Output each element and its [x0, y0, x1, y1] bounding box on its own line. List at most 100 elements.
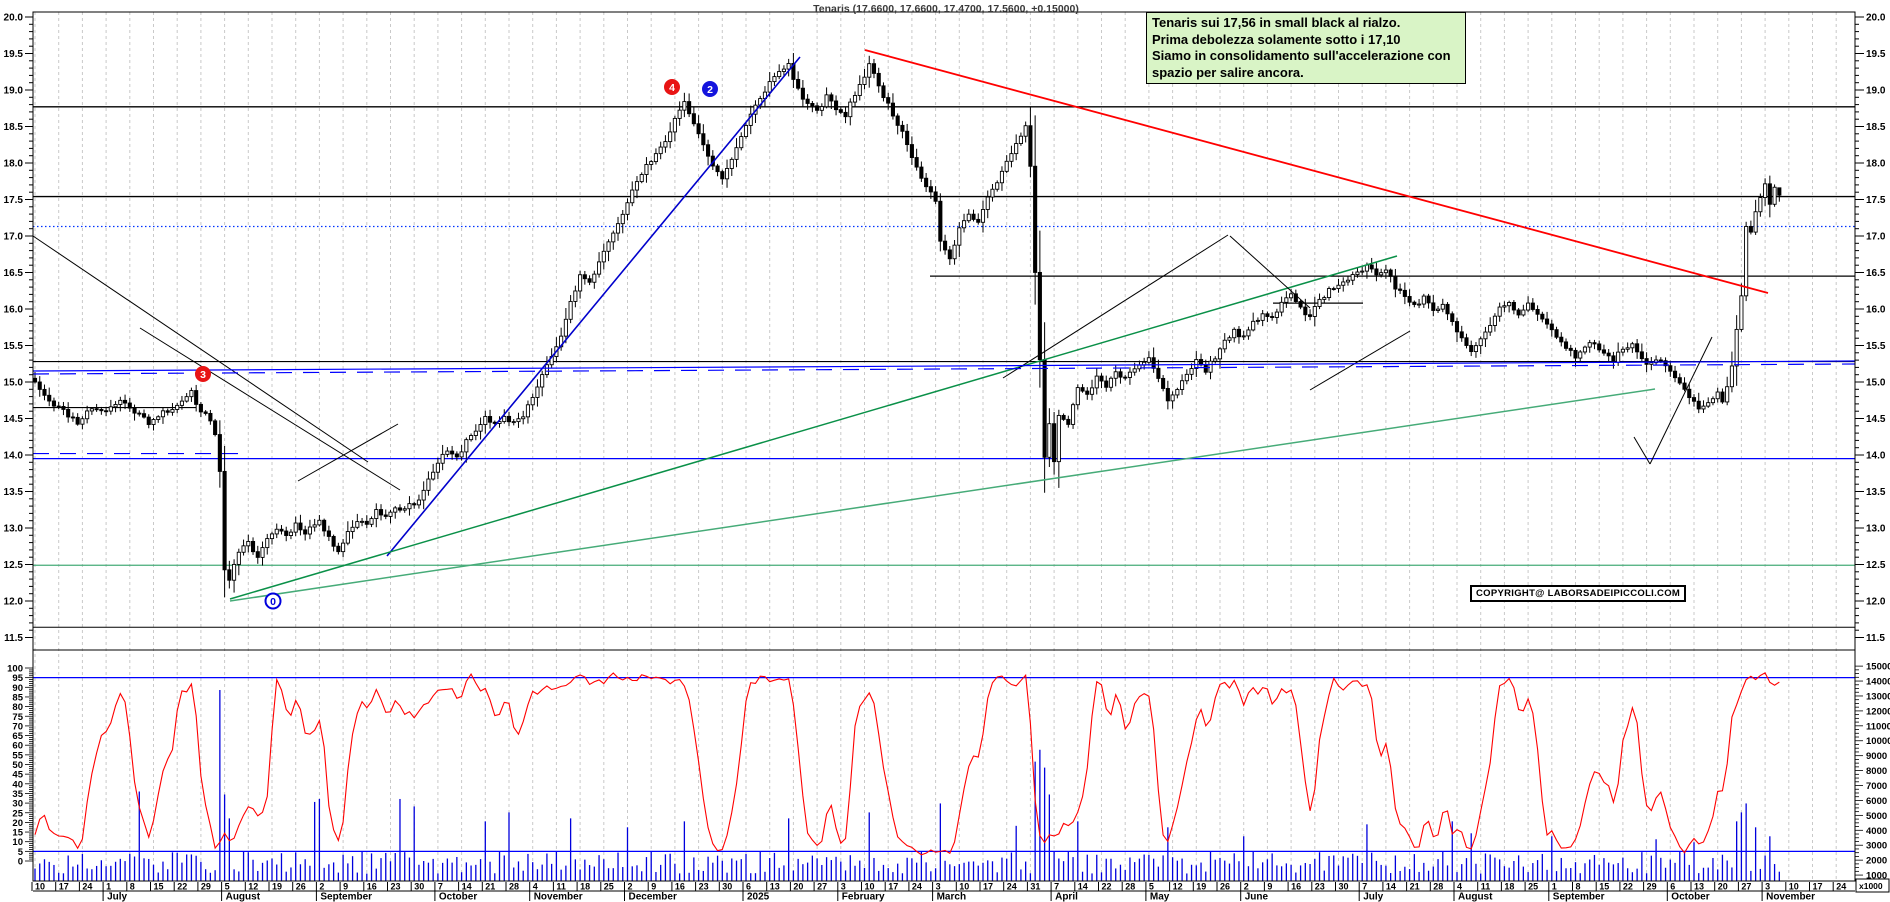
svg-text:0: 0	[270, 596, 276, 608]
axis-label: 12.5	[1866, 560, 1886, 571]
axis-label: August	[226, 892, 261, 902]
axis-label: 30	[722, 882, 732, 892]
axis-label: 75	[12, 712, 23, 723]
axis-label: 9000	[1866, 751, 1887, 762]
axis-label: 19	[272, 882, 282, 892]
axis-label: 15.0	[4, 378, 24, 389]
axis-label: 14.0	[4, 451, 24, 462]
axis-label: 12	[1173, 882, 1183, 892]
axis-label: 17.0	[4, 232, 24, 243]
axis-label: December	[629, 892, 677, 902]
axis-label: 12000	[1866, 706, 1890, 717]
axis-label: 9	[343, 882, 348, 892]
axis-label: 55	[12, 750, 23, 761]
axis-label: 18	[580, 882, 590, 892]
axis-label: 17.5	[4, 195, 24, 206]
axis-label: 19.5	[1866, 49, 1886, 60]
trendlines	[32, 49, 1856, 602]
volume-axis: 1000 2000 3000 4000 5000 6000 7000 8000 9000 1000…	[1855, 662, 1890, 882]
annotation-line: Tenaris sui 17,56 in small black al rial…	[1152, 15, 1401, 30]
axis-label: 14.5	[1866, 414, 1886, 425]
axis-label: 24	[1836, 882, 1846, 892]
annotation-line: Prima debolezza solamente sotto i 17,10	[1152, 31, 1401, 47]
axis-label: 27	[817, 882, 827, 892]
axis-label: 19.5	[4, 49, 24, 60]
axis-label: 11	[556, 882, 566, 892]
oscillator-axis: 0510152025303540455055606570758085909510…	[7, 664, 33, 868]
axis-label: 80	[12, 702, 23, 713]
trendline-black-down-july	[1229, 235, 1311, 309]
wave-label-0: 0	[264, 592, 282, 610]
axis-label: 2	[628, 882, 633, 892]
trendline-blue-support-dash	[32, 363, 1856, 375]
axis-label: 3	[841, 882, 846, 892]
svg-text:4: 4	[669, 82, 675, 94]
axis-label: October	[439, 892, 477, 902]
axis-label: 13.0	[4, 524, 24, 535]
axis-label: 100	[7, 664, 23, 675]
axis-label: September	[320, 892, 372, 902]
trendline-black-check-right	[1649, 336, 1713, 465]
axis-label: 1000	[1866, 871, 1887, 882]
svg-text:2: 2	[707, 84, 713, 96]
axis-label: 95	[12, 673, 23, 684]
trendline-black-up-sep	[1309, 330, 1411, 391]
axis-label: February	[842, 892, 885, 902]
axis-label: 17.0	[1866, 232, 1886, 243]
axis-label: 19	[1196, 882, 1206, 892]
axis-label: 25	[604, 882, 614, 892]
axis-label: 30	[1339, 882, 1349, 892]
volume-bars	[34, 690, 1780, 881]
axis-label: x1000	[1859, 881, 1883, 891]
axis-label: 5000	[1866, 811, 1887, 822]
axis-label: 10	[959, 882, 969, 892]
axis-label: 16.5	[1866, 268, 1886, 279]
axis-label: July	[1363, 892, 1383, 902]
axis-label: 6000	[1866, 796, 1887, 807]
axis-label: 13000	[1866, 691, 1890, 702]
wave-label-3: 3	[195, 366, 211, 382]
axis-label: 23	[391, 882, 401, 892]
axis-label: 1	[1552, 882, 1557, 892]
axis-label: 60	[12, 741, 23, 752]
axis-label: 15	[1599, 882, 1609, 892]
axis-label: 70	[12, 721, 23, 732]
axis-label: 20.0	[1866, 13, 1886, 24]
axis-label: 7	[1362, 882, 1367, 892]
axis-label: 25	[1528, 882, 1538, 892]
axis-label: 17.5	[1866, 195, 1886, 206]
axis-label: 20	[793, 882, 803, 892]
axis-label: 29	[1647, 882, 1657, 892]
axis-label: 8000	[1866, 766, 1887, 777]
analysis-annotation-box[interactable]: Tenaris sui 17,56 in small black al rial…	[1146, 12, 1466, 84]
axis-label: 22	[1623, 882, 1633, 892]
axis-label: 15	[154, 882, 164, 892]
axis-label: 2025	[747, 892, 770, 902]
axis-label: 23	[1315, 882, 1325, 892]
axis-label: 45	[12, 770, 23, 781]
wave-label-4: 4	[664, 79, 680, 95]
axis-label: 13.5	[1866, 487, 1886, 498]
axis-label: 28	[1125, 882, 1135, 892]
axis-label: 24	[912, 882, 922, 892]
axis-label: 13	[1694, 882, 1704, 892]
axis-label: 6	[746, 882, 751, 892]
stochastic-oscillator	[33, 672, 1855, 856]
trendline-green-support-steep	[229, 255, 1398, 600]
axis-label: 28	[1433, 882, 1443, 892]
axis-label: 24	[1007, 882, 1017, 892]
axis-label: 8	[130, 882, 135, 892]
axis-label: 16.0	[4, 305, 24, 316]
axis-label: 7000	[1866, 781, 1887, 792]
axis-label: 10000	[1866, 736, 1890, 747]
axis-label: 11.5	[1866, 633, 1885, 644]
axis-label: 17	[59, 882, 69, 892]
axis-label: October	[1671, 892, 1709, 902]
candlestick-layer	[32, 53, 1782, 598]
axis-label: 30	[12, 799, 23, 810]
axis-label: 9	[1267, 882, 1272, 892]
axis-label: 25	[12, 808, 23, 819]
trendline-black-up-june	[1002, 234, 1229, 379]
